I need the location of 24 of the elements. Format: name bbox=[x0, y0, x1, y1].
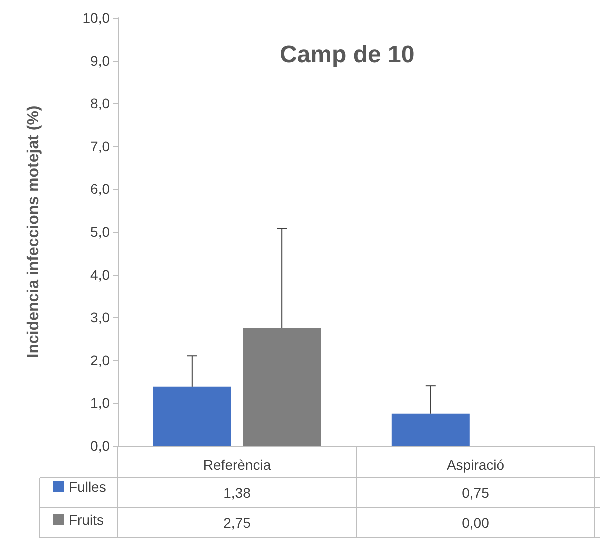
data-label: 0,75 bbox=[462, 485, 490, 501]
bar bbox=[392, 414, 470, 446]
x-tick-label: Aspiració bbox=[446, 457, 505, 473]
legend-label: Fruits bbox=[69, 512, 104, 528]
bar bbox=[243, 328, 322, 446]
y-tick-label: 7,0 bbox=[90, 138, 110, 154]
y-tick-label: 9,0 bbox=[90, 52, 110, 69]
y-tick-label: 0,0 bbox=[90, 438, 110, 454]
text: Camp de 10 bbox=[280, 42, 415, 68]
y-tick-label: 5,0 bbox=[90, 224, 110, 240]
legend-label: Fulles bbox=[69, 479, 106, 495]
data-label: 1,38 bbox=[224, 485, 252, 501]
y-tick-label: 4,0 bbox=[90, 266, 110, 283]
y-tick-label: 1,0 bbox=[90, 395, 110, 412]
x-tick-label: Referència bbox=[203, 457, 272, 473]
y-tick-label: 10,0 bbox=[82, 10, 110, 26]
y-tick-label: 6,0 bbox=[90, 181, 110, 198]
bar bbox=[153, 386, 232, 446]
data-label: 0,00 bbox=[462, 515, 490, 531]
y-tick-label: 8,0 bbox=[90, 96, 110, 112]
y-tick-label: 3,0 bbox=[90, 310, 110, 326]
y-tick-label: 2,0 bbox=[90, 352, 110, 368]
y-axis-title: Incidencia infeccions motejat (%) bbox=[26, 106, 42, 358]
data-label: 2,75 bbox=[224, 515, 252, 531]
